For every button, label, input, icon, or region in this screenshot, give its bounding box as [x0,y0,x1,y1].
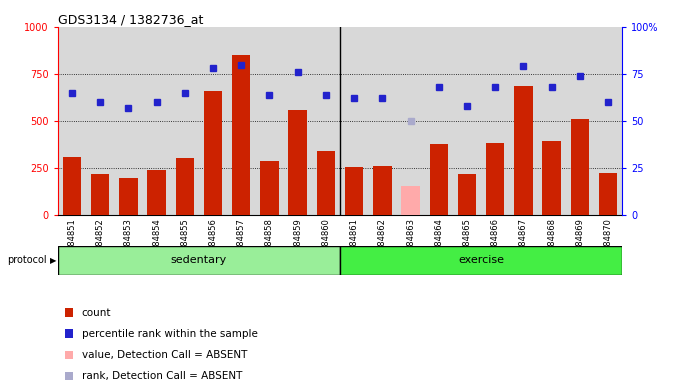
Bar [373,166,392,215]
Text: count: count [82,308,111,318]
Bar [58,246,340,275]
Text: value, Detection Call = ABSENT: value, Detection Call = ABSENT [82,350,247,360]
Text: rank, Detection Call = ABSENT: rank, Detection Call = ABSENT [82,371,242,381]
Bar [345,167,363,215]
Bar [148,170,166,215]
Text: sedentary: sedentary [171,255,227,265]
Bar [340,246,622,275]
Text: ▶: ▶ [50,256,56,265]
Bar [175,158,194,215]
Bar [204,91,222,215]
Bar [458,174,476,215]
Bar [63,157,81,215]
Bar [91,174,109,215]
Text: protocol: protocol [7,255,46,265]
Bar [232,55,250,215]
Bar [430,144,448,215]
Text: exercise: exercise [458,255,504,265]
Bar [486,142,505,215]
Bar [317,151,335,215]
Bar [514,86,532,215]
Bar [260,161,279,215]
Bar [543,141,561,215]
Text: GDS3134 / 1382736_at: GDS3134 / 1382736_at [58,13,203,26]
Bar [571,119,589,215]
Bar [401,186,420,215]
Bar [288,110,307,215]
Bar [119,178,137,215]
Bar [599,173,617,215]
Text: percentile rank within the sample: percentile rank within the sample [82,329,258,339]
